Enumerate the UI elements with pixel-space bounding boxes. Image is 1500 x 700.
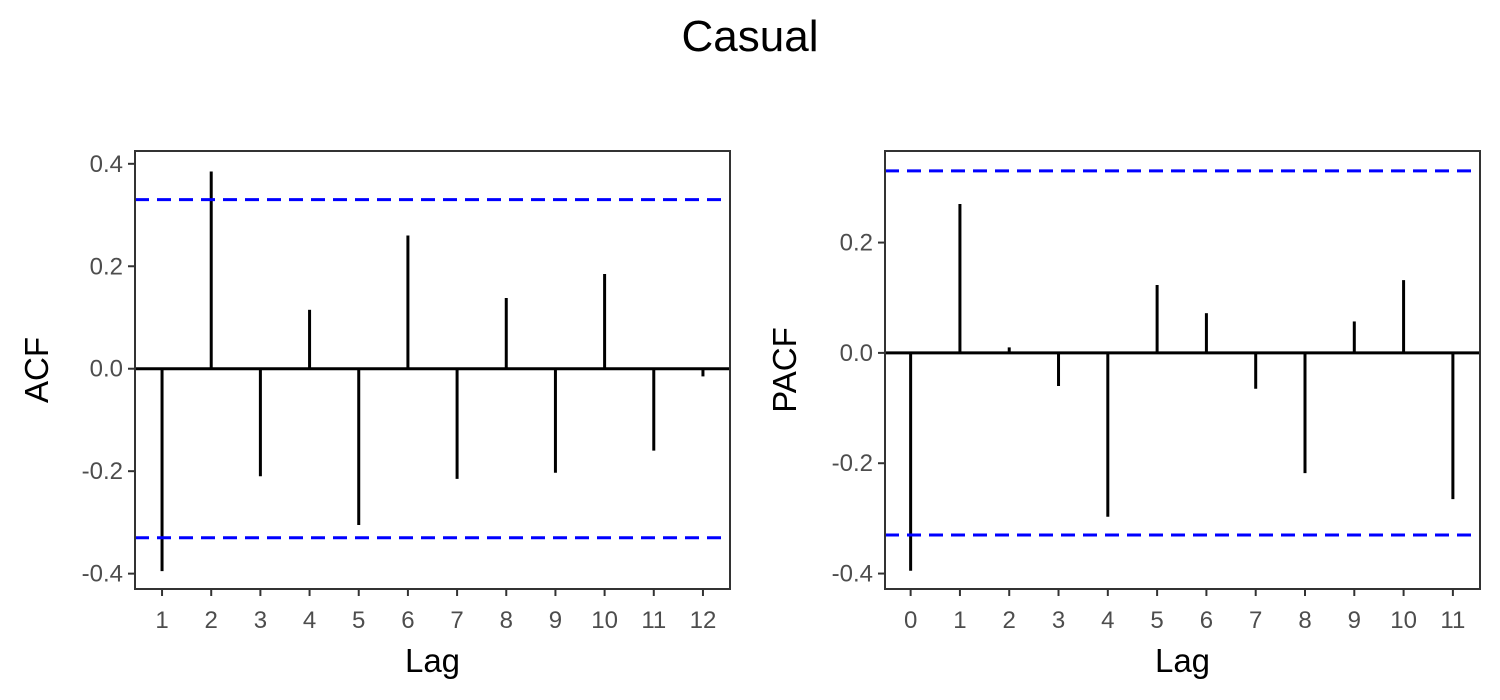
pacf-x-tick-label: 6 bbox=[1200, 607, 1213, 634]
acf-x-tick-label: 1 bbox=[155, 607, 168, 634]
acf-panel-border bbox=[134, 150, 731, 590]
acf-x-tick-label: 3 bbox=[254, 607, 267, 634]
pacf-y-axis-title: PACF bbox=[766, 327, 803, 413]
chart-title: Casual bbox=[681, 12, 819, 61]
acf-y-tick-label: 0.4 bbox=[90, 151, 123, 178]
pacf-x-tick-label: 10 bbox=[1390, 607, 1417, 634]
pacf-x-tick-label: 7 bbox=[1249, 607, 1262, 634]
pacf-y-tick-label: -0.4 bbox=[832, 561, 873, 588]
acf-x-tick-label: 4 bbox=[303, 607, 316, 634]
pacf-x-tick-label: 2 bbox=[1003, 607, 1016, 634]
acf-y-tick-label: -0.4 bbox=[82, 561, 123, 588]
pacf-x-axis-title: Lag bbox=[1155, 642, 1210, 679]
acf-y-axis-title: ACF bbox=[18, 337, 55, 403]
pacf-x-tick-label: 9 bbox=[1348, 607, 1361, 634]
pacf-panel-border bbox=[884, 150, 1481, 590]
acf-x-tick-label: 9 bbox=[549, 607, 562, 634]
acf-x-tick-label: 2 bbox=[205, 607, 218, 634]
pacf-x-tick-label: 3 bbox=[1052, 607, 1065, 634]
acf-x-tick-label: 6 bbox=[401, 607, 414, 634]
pacf-x-tick-label: 8 bbox=[1298, 607, 1311, 634]
acf-y-tick-label: 0.0 bbox=[90, 356, 123, 383]
acf-y-tick-label: 0.2 bbox=[90, 253, 123, 280]
acf-x-tick-label: 5 bbox=[352, 607, 365, 634]
acf-x-tick-label: 11 bbox=[641, 607, 666, 634]
acf-x-tick-label: 7 bbox=[450, 607, 463, 634]
acf-x-tick-label: 12 bbox=[690, 607, 717, 634]
pacf-x-tick-label: 4 bbox=[1101, 607, 1114, 634]
pacf-y-tick-label: 0.0 bbox=[840, 340, 873, 367]
acf-x-axis-title: Lag bbox=[405, 642, 460, 679]
pacf-x-tick-label: 1 bbox=[953, 607, 966, 634]
acf-y-tick-label: -0.2 bbox=[82, 458, 123, 485]
pacf-y-tick-label: 0.2 bbox=[840, 230, 873, 257]
pacf-x-tick-label: 0 bbox=[904, 607, 917, 634]
pacf-x-tick-label: 5 bbox=[1150, 607, 1163, 634]
pacf-x-tick-label: 11 bbox=[1440, 607, 1465, 634]
acf-x-tick-label: 10 bbox=[591, 607, 618, 634]
pacf-panel: -0.4 -0.2 0.0 0.2 0 1 2 3 4 5 6 7 8 9 10 11 Lag PACF bbox=[766, 150, 1481, 679]
pacf-y-tick-label: -0.2 bbox=[832, 450, 873, 477]
acf-x-tick-label: 8 bbox=[500, 607, 513, 634]
